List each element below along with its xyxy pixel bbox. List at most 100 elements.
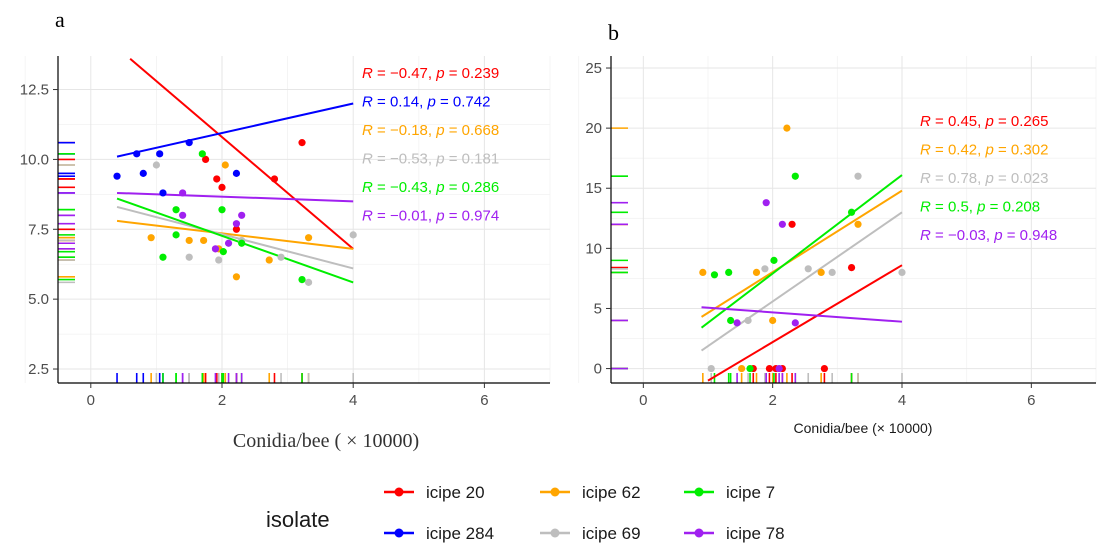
panel-b-x-tick-label: 0 bbox=[639, 392, 647, 409]
panel-a-icipe-69-p-value: = 0.181 bbox=[445, 151, 500, 168]
panel-a-icipe-7-p-symbol: p bbox=[435, 179, 444, 196]
panel-a-icipe-284-point bbox=[232, 169, 241, 177]
panel-a-icipe-20-correlation-text: = −0.47, bbox=[373, 65, 436, 82]
panel-a-icipe-7-point bbox=[218, 206, 226, 214]
legend-icipe-69-label: icipe 69 bbox=[582, 524, 641, 543]
panel-b-icipe-62-p-symbol: p bbox=[984, 142, 993, 159]
legend-icipe-284-label: icipe 284 bbox=[426, 524, 494, 543]
panel-a-icipe-7-point bbox=[219, 248, 227, 256]
panel-a-icipe-7-point bbox=[159, 253, 167, 261]
legend-title: isolate bbox=[266, 507, 330, 532]
panel-b-icipe-69-point bbox=[898, 268, 906, 276]
panel-b-icipe-78-trend-line bbox=[701, 306, 903, 323]
panel-a-icipe-62-point bbox=[265, 256, 273, 264]
panel-a-icipe-20-point bbox=[298, 139, 306, 147]
panel-b-icipe-78-point bbox=[778, 220, 786, 228]
panel-a-icipe-69-point bbox=[349, 231, 357, 239]
panel-b-icipe-62-point bbox=[854, 220, 862, 228]
panel-a-icipe-78-point bbox=[238, 211, 246, 219]
panel-b-icipe-78-p-value: = 0.948 bbox=[1003, 227, 1058, 244]
panel-b-y-tick-label: 15 bbox=[585, 180, 602, 197]
panel-a-x-tick-label: 6 bbox=[480, 392, 488, 409]
panel-a-icipe-20-point bbox=[213, 175, 221, 183]
legend-icipe-69-key-point bbox=[550, 528, 560, 538]
panel-a-icipe-62-point bbox=[304, 234, 313, 242]
panel-a-icipe-20-p-value: = 0.239 bbox=[445, 65, 500, 82]
panel-a-y-tick-label: 7.5 bbox=[28, 221, 49, 238]
panel-a-icipe-69-p-symbol: p bbox=[435, 151, 444, 168]
panel-a-icipe-7-correlation-symbol: R bbox=[362, 179, 373, 196]
panel-a-icipe-62-p-symbol: p bbox=[435, 122, 444, 139]
legend-icipe-20-key-point bbox=[394, 487, 404, 497]
panel-a-icipe-62-correlation-symbol: R bbox=[362, 122, 373, 139]
panel-b-icipe-78-correlation-symbol: R bbox=[920, 227, 931, 244]
panel-b-icipe-20-p-symbol: p bbox=[984, 113, 993, 130]
panel-b-icipe-7-trend-line bbox=[700, 174, 903, 329]
panel-b-icipe-7-point bbox=[710, 271, 719, 279]
panel-a-icipe-69-correlation-symbol: R bbox=[362, 151, 373, 168]
panel-a-icipe-78-trend-line bbox=[117, 191, 354, 203]
panel-b-icipe-78-point bbox=[791, 319, 799, 327]
panel-a-icipe-7-point bbox=[172, 231, 180, 239]
panel-a-icipe-62-p-value: = 0.668 bbox=[445, 122, 500, 139]
panel-a-icipe-7-point bbox=[238, 239, 246, 247]
panel-b-icipe-7-correlation-label: R = 0.5, p = 0.208 bbox=[920, 199, 1040, 216]
panel-b-icipe-69-correlation-symbol: R bbox=[920, 170, 931, 187]
panel-b-icipe-69-point bbox=[707, 364, 715, 373]
panel-a-icipe-284-p-value: = 0.742 bbox=[436, 94, 491, 111]
panel-b-icipe-78-point bbox=[762, 199, 770, 207]
panel-a: a 0 2 4 6 2.5 5.0 7.5 10.0 12.5 R = −0.47, p = 0… bbox=[20, 7, 551, 452]
panel-a-icipe-7-point bbox=[172, 206, 180, 214]
panel-b-icipe-20-point bbox=[788, 220, 796, 228]
panel-a-letter: a bbox=[55, 7, 65, 32]
panel-b-icipe-20-point bbox=[765, 364, 774, 373]
panel-a-icipe-20-point bbox=[232, 225, 241, 233]
panel-b-icipe-69-point bbox=[761, 265, 769, 273]
panel-b-icipe-62-point bbox=[817, 268, 825, 276]
panel-a-icipe-20-point bbox=[218, 183, 226, 191]
panel-a-icipe-62-point bbox=[147, 234, 155, 242]
panel-a-icipe-7-point bbox=[198, 150, 206, 158]
panel-b-icipe-20-correlation-text: = 0.45, bbox=[931, 113, 986, 130]
legend-icipe-20-label: icipe 20 bbox=[426, 483, 485, 502]
legend-icipe-69-item: icipe 69 bbox=[540, 524, 641, 543]
panel-b-letter: b bbox=[608, 20, 619, 45]
panel-a-icipe-69-point bbox=[215, 256, 223, 264]
panel-b-icipe-7-point bbox=[727, 316, 735, 325]
panel-b-icipe-7-correlation-symbol: R bbox=[920, 199, 931, 216]
panel-a-icipe-284-point bbox=[185, 139, 193, 147]
panel-a-icipe-284-point bbox=[139, 169, 147, 177]
panel-a-y-tick-label: 2.5 bbox=[28, 361, 49, 378]
panel-a-icipe-78-correlation-label: R = −0.01, p = 0.974 bbox=[362, 208, 499, 225]
legend-icipe-78-key-point bbox=[694, 528, 704, 538]
panel-b-icipe-78-correlation-text: = −0.03, bbox=[931, 227, 994, 244]
panel-a-icipe-69-point bbox=[277, 253, 285, 261]
legend-icipe-284-key-point bbox=[394, 528, 404, 538]
panel-b-y-tick-label: 20 bbox=[585, 120, 602, 137]
panel-a-icipe-7-p-value: = 0.286 bbox=[445, 179, 500, 196]
panel-a-icipe-62-correlation-text: = −0.18, bbox=[373, 122, 436, 139]
panel-b-icipe-69-point bbox=[828, 268, 836, 276]
panel-b-icipe-78-point bbox=[733, 319, 741, 327]
panel-a-icipe-78-correlation-text: = −0.01, bbox=[373, 208, 436, 225]
panel-a-icipe-20-point bbox=[202, 155, 210, 164]
legend-icipe-62-item: icipe 62 bbox=[540, 483, 641, 502]
panel-a-icipe-62-point bbox=[221, 161, 229, 169]
panel-a-icipe-78-p-value: = 0.974 bbox=[445, 208, 500, 225]
panel-b-icipe-69-p-value: = 0.023 bbox=[994, 170, 1049, 187]
panel-b-icipe-78-correlation-label: R = −0.03, p = 0.948 bbox=[920, 227, 1057, 244]
panel-a-icipe-284-correlation-label: R = 0.14, p = 0.742 bbox=[362, 94, 490, 111]
panel-b-x-tick-label: 4 bbox=[898, 392, 906, 409]
panel-a-icipe-284-point bbox=[159, 189, 167, 197]
panel-b-icipe-69-correlation-text: = 0.78, bbox=[931, 170, 986, 187]
panel-a-icipe-284-point bbox=[113, 172, 121, 180]
panel-b-icipe-20-trend-line bbox=[707, 264, 903, 382]
panel-a-icipe-62-trend-line bbox=[116, 219, 354, 250]
legend-icipe-20-item: icipe 20 bbox=[384, 483, 485, 502]
panel-a-x-tick-label: 2 bbox=[218, 392, 226, 409]
panel-a-icipe-62-point bbox=[200, 236, 208, 245]
panel-a-icipe-69-trend-line bbox=[116, 205, 354, 270]
panel-a-icipe-7-correlation-label: R = −0.43, p = 0.286 bbox=[362, 179, 499, 196]
legend-icipe-62-label: icipe 62 bbox=[582, 483, 641, 502]
